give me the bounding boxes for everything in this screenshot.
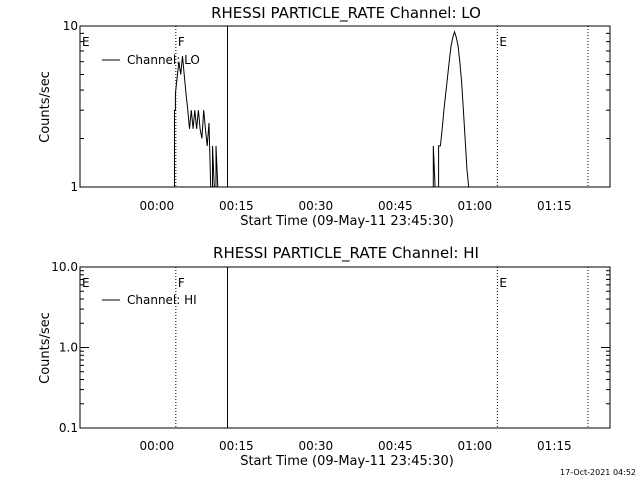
x-tick-label: 01:15 bbox=[537, 199, 572, 213]
x-axis-label: Start Time (09-May-11 23:45:30) bbox=[240, 214, 454, 229]
y-axis-label: Counts/sec bbox=[38, 71, 53, 143]
y-tick-label: 0.1 bbox=[59, 421, 78, 435]
chart-title: RHESSI PARTICLE_RATE Channel: LO bbox=[211, 4, 481, 23]
x-tick-label: 01:00 bbox=[458, 439, 493, 453]
chart-title: RHESSI PARTICLE_RATE Channel: HI bbox=[213, 244, 479, 263]
x-tick-label: 00:45 bbox=[378, 439, 413, 453]
x-tick-label: 00:45 bbox=[378, 199, 413, 213]
footer-timestamp: 17-Oct-2021 04:52 bbox=[560, 468, 636, 477]
y-axis-label: Counts/sec bbox=[38, 312, 53, 384]
x-tick-label: 00:00 bbox=[140, 439, 175, 453]
event-marker-label: F bbox=[178, 35, 185, 49]
y-tick-label: 1 bbox=[70, 180, 78, 194]
event-marker-label: E bbox=[499, 276, 507, 290]
x-axis-label: Start Time (09-May-11 23:45:30) bbox=[240, 454, 454, 469]
x-tick-label: 00:30 bbox=[299, 199, 334, 213]
x-tick-label: 00:30 bbox=[299, 439, 334, 453]
legend-entry: Channel: LO bbox=[127, 53, 200, 67]
y-tick-label: 10 bbox=[63, 19, 78, 33]
event-marker-label: E bbox=[499, 35, 507, 49]
x-tick-label: 00:00 bbox=[140, 199, 175, 213]
event-marker-label: F bbox=[178, 276, 185, 290]
x-tick-label: 01:00 bbox=[458, 199, 493, 213]
legend-entry: Channel: HI bbox=[127, 293, 197, 307]
event-marker-label: E bbox=[82, 35, 90, 49]
x-tick-label: 00:15 bbox=[219, 199, 254, 213]
x-axis: 00:00 00:15 00:30 00:45 01:00 01:15 bbox=[140, 439, 572, 453]
x-axis: 00:00 00:15 00:30 00:45 01:00 01:15 bbox=[140, 199, 572, 213]
y-tick-label: 10.0 bbox=[51, 260, 78, 274]
event-marker-label: E bbox=[82, 276, 90, 290]
legend: Channel: HI bbox=[102, 293, 197, 307]
x-tick-label: 01:15 bbox=[537, 439, 572, 453]
y-axis: 1 10 bbox=[63, 19, 610, 194]
x-tick-label: 00:15 bbox=[219, 439, 254, 453]
series-line bbox=[174, 30, 470, 188]
y-axis: 0.1 1.0 10.0 bbox=[51, 260, 610, 435]
y-tick-label: 1.0 bbox=[59, 341, 78, 355]
